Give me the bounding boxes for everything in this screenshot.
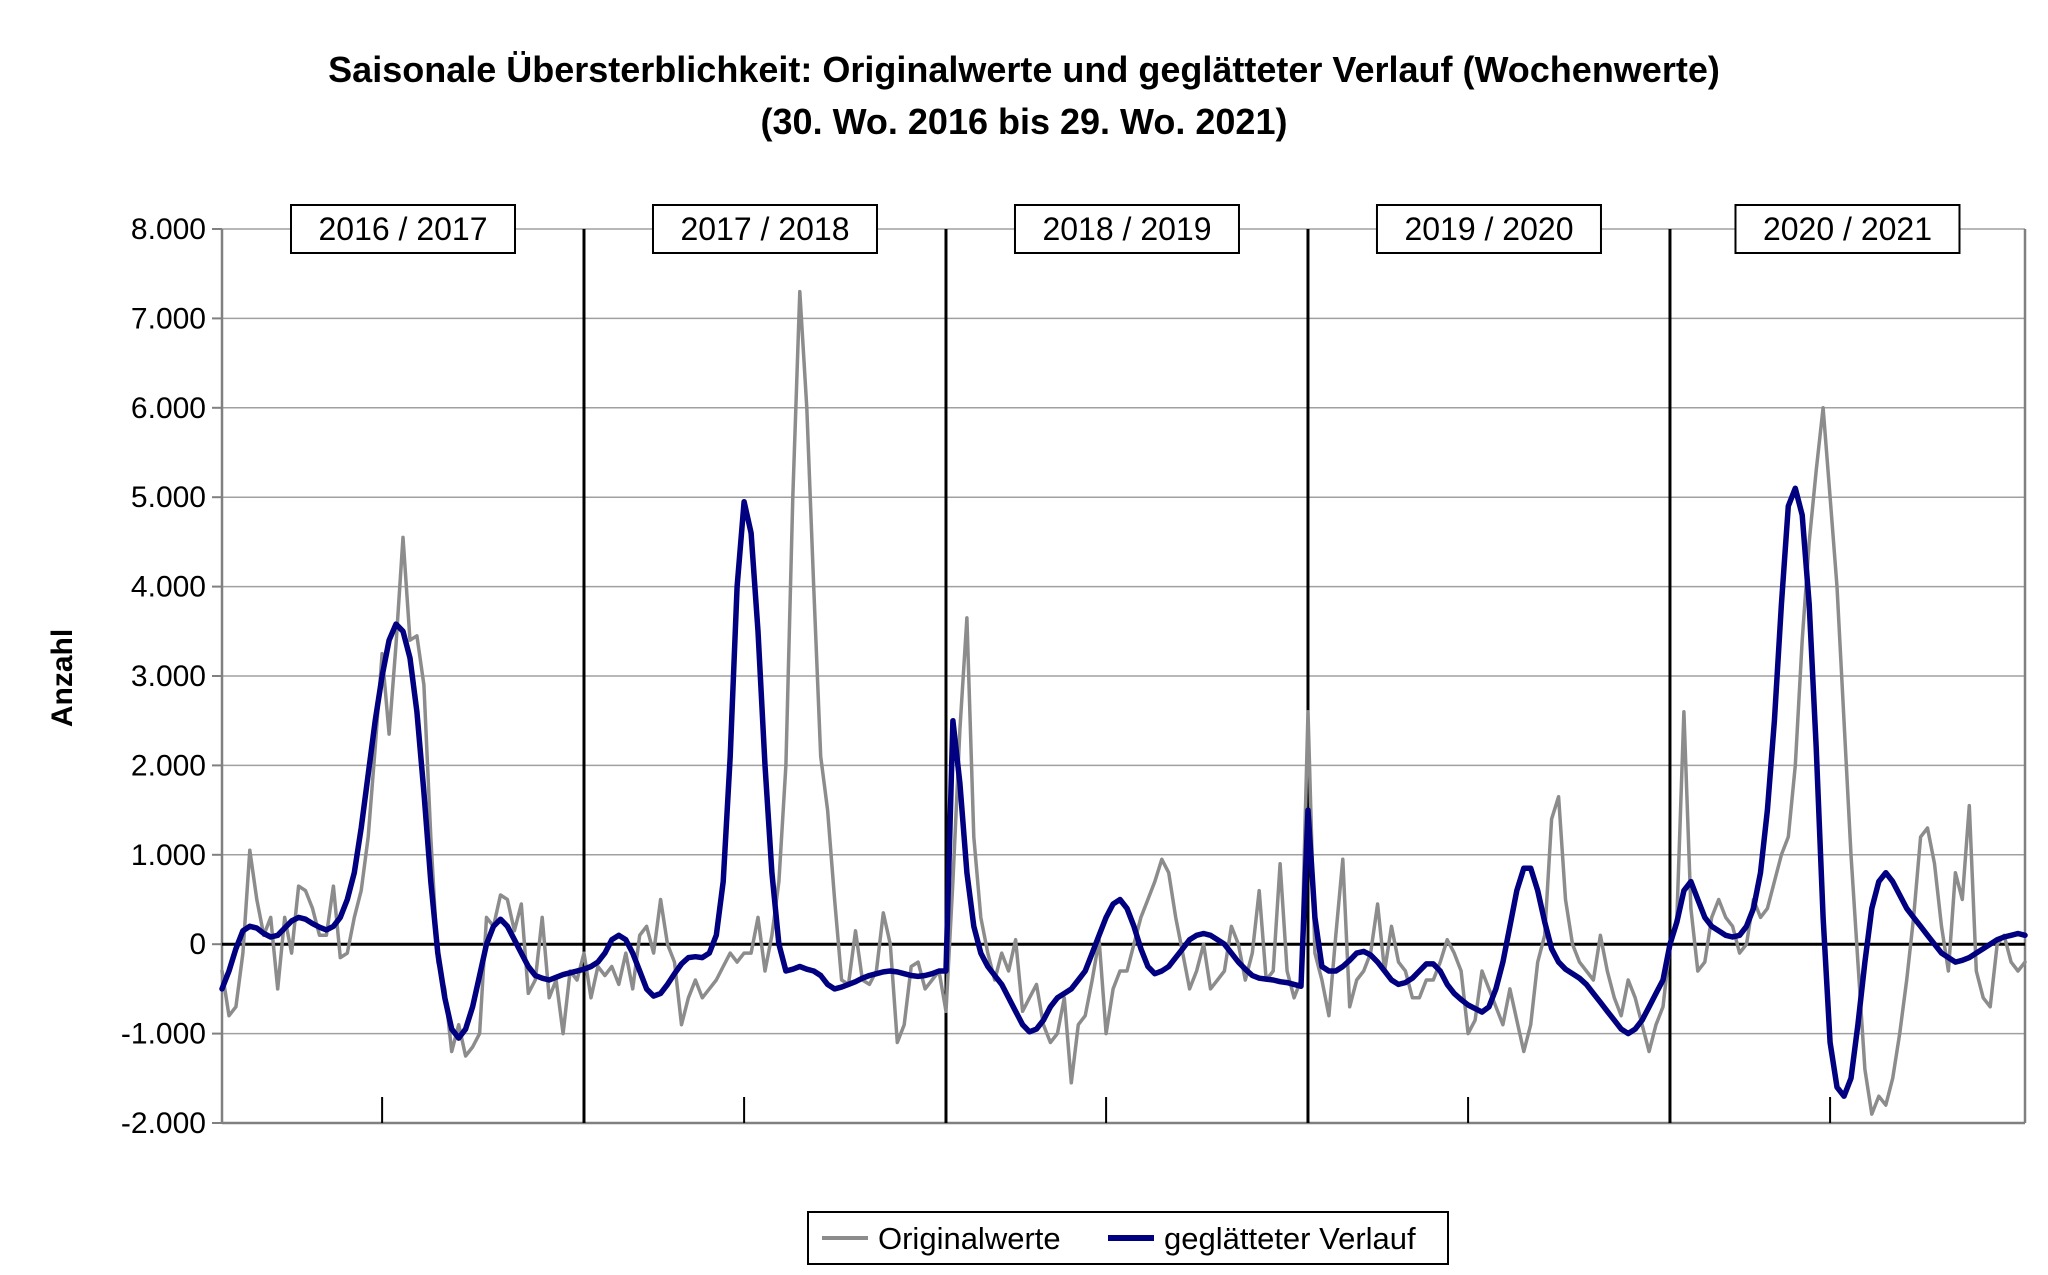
legend: Originalwerte geglätteter Verlauf xyxy=(807,1211,1449,1265)
season-label: 2018 / 2019 xyxy=(1042,211,1211,247)
y-tick-label: 3.000 xyxy=(131,660,206,693)
season-label: 2017 / 2018 xyxy=(680,211,849,247)
legend-label: geglätteter Verlauf xyxy=(1164,1221,1416,1256)
season-label: 2016 / 2017 xyxy=(318,211,487,247)
y-tick-label: 1.000 xyxy=(131,839,206,872)
legend-label: Originalwerte xyxy=(878,1221,1061,1256)
series-line-originalwerte xyxy=(220,289,2027,1116)
season-label-box xyxy=(1375,204,1602,254)
season-label-box xyxy=(1734,204,1961,254)
chart-title-block: Saisonale Übersterblichkeit: Originalwer… xyxy=(0,44,2048,148)
y-tick-label: -1.000 xyxy=(121,1018,206,1051)
season-label-box xyxy=(651,204,878,254)
y-axis-label: Anzahl xyxy=(46,629,79,727)
y-tick-labels: -2.000 -1.000 0 1.000 2.000 3.000 4.000 5.000 6.… xyxy=(121,213,206,1140)
season-label: 2019 / 2020 xyxy=(1404,211,1573,247)
y-tick-label: 8.000 xyxy=(131,213,206,246)
season-label-box xyxy=(289,204,516,254)
y-tick-label: 6.000 xyxy=(131,392,206,425)
y-tick-label: -2.000 xyxy=(121,1107,206,1140)
series-line-geglaetteter-verlauf xyxy=(219,485,2028,1099)
y-tick-label: 4.000 xyxy=(131,571,206,604)
season-labels: 2016 / 2017 2017 / 2018 2018 / 2019 2019 / … xyxy=(289,204,1961,254)
gridlines xyxy=(222,228,2025,1124)
season-label-box xyxy=(1013,204,1240,254)
series-lines xyxy=(219,289,2028,1116)
chart-subtitle: (30. Wo. 2016 bis 29. Wo. 2021) xyxy=(760,101,1288,142)
chart-title: Saisonale Übersterblichkeit: Originalwer… xyxy=(328,49,1720,90)
season-label: 2020 / 2021 xyxy=(1763,211,1932,247)
y-tick-label: 7.000 xyxy=(131,302,206,335)
y-tick-label: 0 xyxy=(189,928,206,961)
y-tick-label: 5.000 xyxy=(131,481,206,514)
y-tick-label: 2.000 xyxy=(131,749,206,782)
axes xyxy=(212,228,2027,1125)
